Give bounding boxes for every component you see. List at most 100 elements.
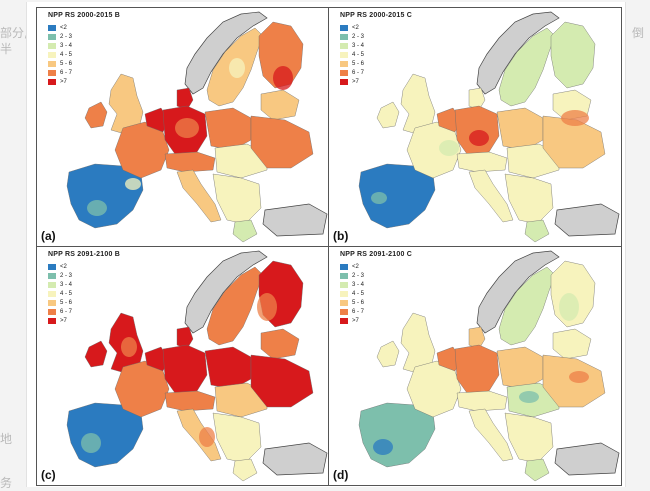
panel-title: NPP RS 2091-2100 C	[340, 251, 412, 258]
legend: <2 2 - 3 3 - 4 4 - 5 5 - 6 6 - 7 >7	[48, 23, 72, 86]
panel-title: NPP RS 2091-2100 B	[48, 251, 120, 258]
map-panel-b: NPP RS 2000-2015 C <2 2 - 3 3 - 4 4 - 5 5 - 6…	[328, 7, 622, 247]
region-germany	[454, 105, 500, 155]
legend-entry: 6 - 7	[340, 307, 364, 316]
legend-label: 6 - 7	[352, 308, 365, 315]
legend-label: 5 - 6	[352, 299, 365, 306]
map-patch	[273, 66, 293, 90]
region-norway	[184, 250, 268, 334]
map-patch	[569, 371, 589, 383]
legend-label: <2	[60, 24, 67, 31]
legend-label: 6 - 7	[60, 69, 73, 76]
legend-entry: 5 - 6	[340, 59, 364, 68]
region-poland	[204, 107, 252, 151]
region-norway	[476, 11, 560, 95]
legend-label: >7	[60, 78, 67, 85]
region-alps	[456, 151, 508, 173]
region-italy	[468, 169, 514, 223]
legend-entry: 6 - 7	[48, 307, 72, 316]
region-baltics	[260, 328, 300, 360]
legend-swatch	[340, 281, 348, 288]
region-denmark	[176, 87, 194, 111]
legend-label: 4 - 5	[60, 290, 73, 297]
legend-entry: 2 - 3	[340, 271, 364, 280]
legend-label: 6 - 7	[60, 308, 73, 315]
region-denmark	[176, 326, 194, 350]
region-centralE	[214, 382, 268, 418]
legend-entry: 2 - 3	[48, 271, 72, 280]
panel-label: (d)	[333, 468, 349, 482]
map-patch	[199, 427, 215, 447]
legend-label: <2	[60, 263, 67, 270]
region-greece	[524, 458, 550, 482]
legend-entry: 2 - 3	[340, 32, 364, 41]
map-patch	[125, 178, 141, 190]
legend-entry: 3 - 4	[340, 280, 364, 289]
map-patch	[469, 130, 489, 146]
legend-entry: <2	[48, 23, 72, 32]
region-turkey	[554, 203, 620, 237]
region-sweden	[498, 266, 556, 346]
background-text: 地	[0, 432, 13, 446]
legend-label: 2 - 3	[352, 272, 365, 279]
region-italy	[176, 408, 222, 462]
region-alps	[164, 390, 216, 412]
map-patch	[373, 439, 393, 455]
legend-entry: 4 - 5	[48, 50, 72, 59]
legend-label: 5 - 6	[352, 60, 365, 67]
legend-swatch	[48, 78, 56, 85]
legend-swatch	[48, 33, 56, 40]
region-greece	[232, 458, 258, 482]
region-denmark	[468, 87, 486, 111]
legend-label: 3 - 4	[352, 42, 365, 49]
legend-entry: <2	[48, 262, 72, 271]
legend-swatch	[48, 281, 56, 288]
region-turkey	[554, 442, 620, 476]
region-balkans	[212, 173, 262, 225]
map-patch	[371, 192, 387, 204]
region-ireland	[84, 101, 108, 129]
legend-label: >7	[352, 317, 359, 324]
legend-swatch	[340, 33, 348, 40]
legend-swatch	[48, 290, 56, 297]
legend-label: 4 - 5	[352, 290, 365, 297]
region-ukraine	[250, 354, 314, 408]
legend-swatch	[340, 272, 348, 279]
map-patch	[121, 337, 137, 357]
legend-swatch	[340, 263, 348, 270]
legend-label: 5 - 6	[60, 299, 73, 306]
region-ireland	[84, 340, 108, 368]
legend-entry: 4 - 5	[340, 289, 364, 298]
region-italy	[176, 169, 222, 223]
region-centralE	[506, 143, 560, 179]
region-iberia	[358, 163, 436, 229]
legend-entry: >7	[48, 316, 72, 325]
map-graphic	[358, 250, 620, 482]
region-iberia	[66, 163, 144, 229]
legend-swatch	[340, 290, 348, 297]
region-norway	[184, 11, 268, 95]
legend-label: 3 - 4	[60, 281, 73, 288]
legend-swatch	[48, 51, 56, 58]
legend-label: >7	[352, 78, 359, 85]
map-patch	[175, 118, 199, 138]
legend-entry: 2 - 3	[48, 32, 72, 41]
legend-entry: <2	[340, 23, 364, 32]
background-text: 部分,	[0, 26, 28, 40]
region-sweden	[498, 27, 556, 107]
map-patch	[229, 58, 245, 78]
legend-label: 3 - 4	[60, 42, 73, 49]
region-centralE	[214, 143, 268, 179]
legend-swatch	[48, 317, 56, 324]
panel-label: (b)	[333, 229, 349, 243]
region-turkey	[262, 203, 328, 237]
legend-swatch	[340, 51, 348, 58]
region-baltics	[260, 89, 300, 121]
legend-entry: 5 - 6	[340, 298, 364, 307]
legend-entry: <2	[340, 262, 364, 271]
map-patch	[439, 140, 459, 156]
region-ukraine	[250, 115, 314, 169]
legend-entry: >7	[340, 316, 364, 325]
legend-swatch	[340, 299, 348, 306]
region-finland	[550, 21, 596, 89]
